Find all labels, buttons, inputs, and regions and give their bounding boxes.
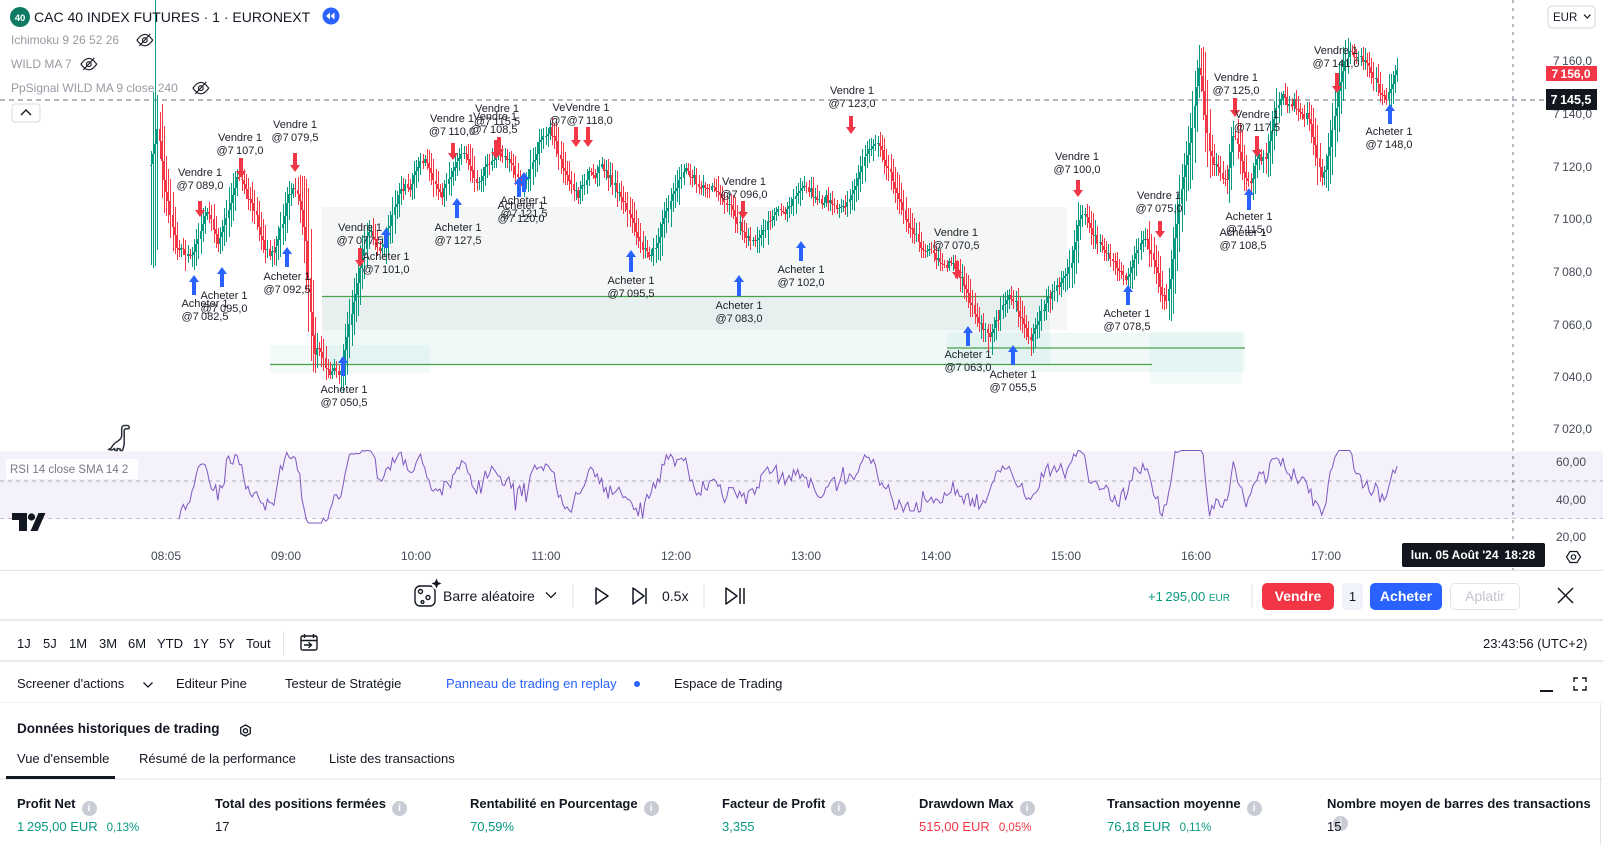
svg-text:Acheter 1: Acheter 1 <box>944 349 991 361</box>
svg-text:@7 108,5: @7 108,5 <box>1219 240 1266 252</box>
svg-text:VeVendre 1: VeVendre 1 <box>553 102 610 114</box>
svg-text:Acheter 1: Acheter 1 <box>989 369 1036 381</box>
svg-text:Ichimoku 9 26 52 26: Ichimoku 9 26 52 26 <box>11 33 119 47</box>
svg-text:17:00: 17:00 <box>1311 549 1341 563</box>
svg-text:Acheter 1: Acheter 1 <box>777 264 824 276</box>
svg-text:@7 063,0: @7 063,0 <box>944 362 991 374</box>
svg-text:WILD MA 7: WILD MA 7 <box>11 57 72 71</box>
svg-text:60,00: 60,00 <box>1556 455 1586 469</box>
svg-text:@7 125,0: @7 125,0 <box>1212 85 1259 97</box>
svg-text:09:00: 09:00 <box>271 549 301 563</box>
svg-text:Acheter 1: Acheter 1 <box>715 300 762 312</box>
svg-text:@7 115,0: @7 115,0 <box>1226 224 1272 236</box>
svg-text:10:00: 10:00 <box>401 549 431 563</box>
svg-text:Acheter 1: Acheter 1 <box>497 200 544 212</box>
svg-text:7 145,5: 7 145,5 <box>1551 93 1592 107</box>
svg-text:7 040,0: 7 040,0 <box>1553 370 1592 384</box>
svg-text:@7@7 118,0: @7@7 118,0 <box>549 115 612 127</box>
svg-text:40,00: 40,00 <box>1556 493 1586 507</box>
svg-text:@7 082,5: @7 082,5 <box>181 311 228 323</box>
svg-text:@7 117,5: @7 117,5 <box>1234 122 1280 134</box>
svg-text:Acheter 1: Acheter 1 <box>362 251 409 263</box>
svg-text:Acheter 1: Acheter 1 <box>607 275 654 287</box>
svg-text:Vendre 1: Vendre 1 <box>475 103 519 115</box>
svg-text:Vendre 1: Vendre 1 <box>722 176 766 188</box>
svg-text:Acheter 1: Acheter 1 <box>1225 211 1272 223</box>
svg-text:@7 078,5: @7 078,5 <box>1103 321 1150 333</box>
svg-text:@7 102,0: @7 102,0 <box>777 277 824 289</box>
svg-text:Acheter 1: Acheter 1 <box>1219 227 1266 239</box>
svg-text:@7 120,0: @7 120,0 <box>497 213 544 225</box>
svg-text:Vendre 1: Vendre 1 <box>338 222 382 234</box>
svg-text:@7 123,0: @7 123,0 <box>828 98 875 110</box>
svg-text:RSI 14 close SMA 14 2: RSI 14 close SMA 14 2 <box>10 464 128 476</box>
svg-text:Vendre 1: Vendre 1 <box>178 167 222 179</box>
svg-text:7 020,0: 7 020,0 <box>1553 422 1592 436</box>
svg-text:Vendre 1: Vendre 1 <box>1214 72 1258 84</box>
svg-text:Vendre 1: Vendre 1 <box>934 227 978 239</box>
svg-text:Vendre 1: Vendre 1 <box>1055 151 1099 163</box>
svg-text:@7 089,0: @7 089,0 <box>176 180 223 192</box>
svg-text:@7 121,5: @7 121,5 <box>500 208 547 220</box>
svg-text:Vendre 1: Vendre 1 <box>1314 45 1358 57</box>
svg-text:@7 095,0: @7 095,0 <box>200 303 247 315</box>
svg-text:@7 148,0: @7 148,0 <box>1365 139 1412 151</box>
svg-text:@7 108,5: @7 108,5 <box>470 124 517 136</box>
svg-text:08:05: 08:05 <box>151 549 181 563</box>
svg-text:Acheter 1: Acheter 1 <box>1103 308 1150 320</box>
svg-text:7 100,0: 7 100,0 <box>1553 212 1592 226</box>
svg-text:@7 115,5: @7 115,5 <box>474 116 520 128</box>
svg-text:7 160,0: 7 160,0 <box>1553 54 1592 68</box>
svg-text:@7 079,5: @7 079,5 <box>271 132 318 144</box>
svg-text:@7 077,5: @7 077,5 <box>336 235 383 247</box>
svg-text:Acheter 1: Acheter 1 <box>320 384 367 396</box>
svg-text:Vendre 1: Vendre 1 <box>273 119 317 131</box>
svg-text:@7 092,5: @7 092,5 <box>263 284 310 296</box>
svg-text:@7 100,0: @7 100,0 <box>1053 164 1100 176</box>
svg-text:EUR: EUR <box>1553 12 1577 24</box>
svg-text:CAC 40 INDEX FUTURES · 1 · EUR: CAC 40 INDEX FUTURES · 1 · EURONEXT <box>34 9 311 25</box>
svg-text:@7 075,0: @7 075,0 <box>1135 203 1182 215</box>
svg-text:7 120,0: 7 120,0 <box>1553 160 1592 174</box>
svg-text:20,00: 20,00 <box>1556 530 1586 544</box>
svg-text:Vendre 1: Vendre 1 <box>1137 190 1181 202</box>
svg-text:@7 127,5: @7 127,5 <box>434 235 481 247</box>
svg-text:Vendre 1: Vendre 1 <box>830 85 874 97</box>
svg-text:7 080,0: 7 080,0 <box>1553 265 1592 279</box>
svg-text:Acheter 1: Acheter 1 <box>181 298 228 310</box>
svg-text:Acheter 1: Acheter 1 <box>263 271 310 283</box>
svg-text:Vendre 1: Vendre 1 <box>473 111 517 123</box>
svg-text:@7 070,5: @7 070,5 <box>932 240 979 252</box>
svg-text:@7 083,0: @7 083,0 <box>715 313 762 325</box>
svg-text:Acheter 1: Acheter 1 <box>1365 126 1412 138</box>
svg-text:@7 110,0: @7 110,0 <box>429 126 475 138</box>
svg-text:@7 101,0: @7 101,0 <box>362 264 409 276</box>
svg-text:16:00: 16:00 <box>1181 549 1211 563</box>
svg-text:Vendre 1: Vendre 1 <box>430 113 474 125</box>
svg-text:11:00: 11:00 <box>531 549 560 563</box>
svg-text:7 060,0: 7 060,0 <box>1553 318 1592 332</box>
svg-text:14:00: 14:00 <box>921 549 951 563</box>
svg-text:Acheter 1: Acheter 1 <box>500 195 547 207</box>
svg-text:Acheter 1: Acheter 1 <box>434 222 481 234</box>
svg-text:Acheter 1: Acheter 1 <box>200 290 247 302</box>
svg-text:@7 107,0: @7 107,0 <box>216 145 263 157</box>
svg-text:7 140,0: 7 140,0 <box>1553 107 1592 121</box>
svg-text:13:00: 13:00 <box>791 549 821 563</box>
svg-text:Vendre 1: Vendre 1 <box>1235 109 1279 121</box>
svg-text:@7 096,0: @7 096,0 <box>720 189 767 201</box>
svg-text:lun. 05 Août '24 18:28: lun. 05 Août '24 18:28 <box>1411 548 1536 562</box>
svg-text:7 156,0: 7 156,0 <box>1551 67 1590 81</box>
svg-text:@7 050,5: @7 050,5 <box>320 397 367 409</box>
svg-text:12:00: 12:00 <box>661 549 691 563</box>
svg-text:40: 40 <box>15 13 26 24</box>
svg-text:@7 141,0: @7 141,0 <box>1312 58 1359 70</box>
svg-text:Vendre 1: Vendre 1 <box>218 132 262 144</box>
svg-text:PpSignal WILD MA 9 close 240: PpSignal WILD MA 9 close 240 <box>11 81 178 95</box>
svg-text:@7 055,5: @7 055,5 <box>989 382 1036 394</box>
svg-text:@7 095,5: @7 095,5 <box>607 288 654 300</box>
svg-text:15:00: 15:00 <box>1051 549 1081 563</box>
